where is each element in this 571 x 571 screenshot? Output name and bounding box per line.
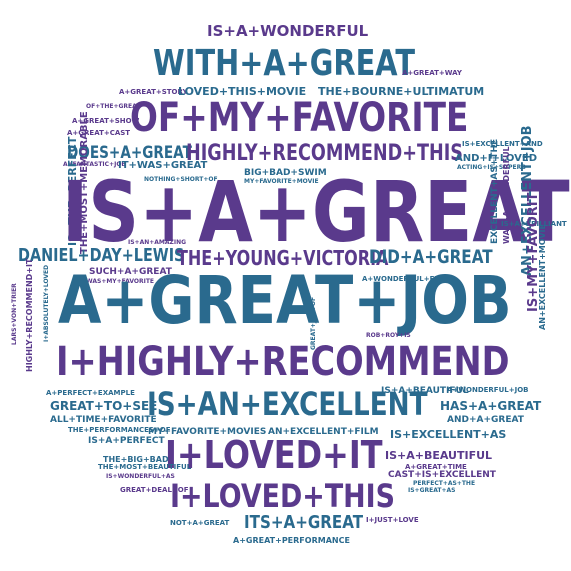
word-a-wonderful-job: A+WONDERFUL+JOB [447, 386, 529, 394]
word-is-an-amazing: IS+AN+AMAZING [128, 239, 187, 246]
word-is-wonderful-as: IS+WONDERFUL+AS [106, 473, 175, 480]
word-great-to-see: GREAT+TO+SEE [50, 399, 158, 413]
word-excellent-as-the: EXCELLENT+AS+THE [490, 138, 500, 244]
word-i-absolutely-loved: I+ABSOLUTELY+LOVED [43, 264, 50, 342]
word-the-performances-of: THE+PERFORMANCES+OF [68, 426, 171, 434]
word-is-a-beautiful-2: IS+A+BEAUTIFUL [385, 449, 493, 462]
word-has-a-great: HAS+A+GREAT [440, 399, 542, 413]
word-was-a-wonderful: WAS+A+WONDERFUL [502, 146, 511, 244]
word-not-a-great: NOT+A+GREAT [170, 519, 230, 527]
word-perfect-as-the: PERFECT+AS+THE [413, 480, 476, 487]
word-of-my-favorite: OF+MY+FAVORITE [130, 95, 469, 141]
word-was-my-favorite: WAS+MY+FAVORITE [86, 278, 155, 285]
word-great-deal-of: GREAT+DEAL+OF [120, 486, 189, 494]
word-the-most-beautiful: THE+MOST+BEAUTIFUL [98, 463, 192, 471]
word-is-a-beautiful: IS+A+BEAUTIFUL [381, 386, 469, 396]
word-a-great-show: A+GREAT+SHOW [72, 117, 140, 125]
word-a-great-cast: A+GREAT+CAST [67, 129, 131, 137]
word-highly-recommend-it: HIGHLY+RECOMMEND+IT [25, 258, 34, 372]
word-lars-von-trier: LARS+VON+TRIER [11, 283, 18, 345]
word-a-wonderful-film: A+WONDERFUL+FILM [362, 275, 449, 283]
word-highly-recommend-this: HIGHLY+RECOMMEND+THIS [186, 141, 463, 166]
word-my-favorite-movie: MY+FAVORITE+MOVIE [244, 178, 319, 185]
word-is-an-excellent: IS+AN+EXCELLENT [147, 385, 428, 423]
word-cast-is-excellent: CAST+IS+EXCELLENT [388, 470, 496, 480]
word-is-great-as: IS+GREAT+AS [408, 487, 456, 494]
word-is-a-brilliant: IS+A+BRILLIANT [501, 220, 567, 228]
word-big-bad-swim: BIG+BAD+SWIM [244, 168, 327, 178]
word-rob-roy-is: ROB+ROY+IS [366, 332, 411, 339]
word-acting-is-superb: ACTING+IS+SUPERB [457, 164, 526, 171]
word-and-a-great: AND+A+GREAT [447, 415, 524, 425]
word-i-loved-it: I+LOVED+IT [165, 433, 383, 477]
word-and-i-loved: AND+I+LOVED [455, 153, 538, 164]
word-a-great-time: A+GREAT+TIME [405, 463, 467, 471]
word-daniel-day-lewis: DANIEL+DAY+LEWIS [18, 245, 185, 266]
word-of-the-great: OF+THE+GREAT [86, 103, 141, 110]
word-an-excellent-movie: AN+EXCELLENT+MOVIE [538, 224, 547, 330]
word-is-a-perfect: IS+A+PERFECT [88, 436, 165, 446]
word-a-perfect-example: A+PERFECT+EXAMPLE [46, 389, 135, 397]
word-my-favorite-movies: MY+FAVORITE+MOVIES [148, 427, 267, 437]
word-its-a-great: ITS+A+GREAT [244, 512, 364, 533]
word-an-excellent-film: AN+EXCELLENT+FILM [268, 427, 379, 437]
word-does-a-great: DOES+A+GREAT [67, 143, 192, 163]
word-such-a-great: SUCH+A+GREAT [89, 267, 172, 277]
word-is-a-great: IS+A+GREAT [62, 163, 570, 261]
word-is-a-wonderful: IS+A+WONDERFUL [207, 22, 369, 40]
word-all-time-favorite: ALL+TIME+FAVORITE [50, 415, 157, 425]
word-i-highly-recommend: I+HIGHLY+RECOMMEND [56, 339, 510, 385]
word-a-great-way: A+GREAT+WAY [402, 69, 462, 77]
word-with-a-great: WITH+A+GREAT [153, 43, 415, 84]
word-the-bourne-ultimatum: THE+BOURNE+ULTIMATUM [318, 85, 485, 98]
word-is-excellent-and: IS+EXCELLENT+AND [462, 140, 543, 148]
word-it-was-great: IT+WAS+GREAT [118, 160, 208, 171]
word-is-excellent-as: IS+EXCELLENT+AS [390, 428, 507, 441]
word-a-fantastic-job: A+FANTASTIC+JOB [63, 161, 126, 168]
word-did-a-great: DID+A+GREAT [369, 246, 493, 268]
word-i-just-love: I+JUST+LOVE [366, 516, 419, 524]
word-a-great-job: A+GREAT+JOB [58, 262, 512, 339]
word-the-big-bad: THE+BIG+BAD [103, 455, 169, 464]
word-loved-this-movie: LOVED+THIS+MOVIE [178, 85, 307, 98]
word-i-loved-this: I+LOVED+THIS [170, 477, 396, 515]
word-the-young-victoria: THE+YOUNG+VICTORIA [177, 246, 389, 270]
word-nothing-short-of: NOTHING+SHORT+OF [144, 176, 218, 183]
word-a-great-story: A+GREAT+STORY [119, 88, 188, 96]
word-a-great-performance: A+GREAT+PERFORMANCE [233, 536, 350, 545]
